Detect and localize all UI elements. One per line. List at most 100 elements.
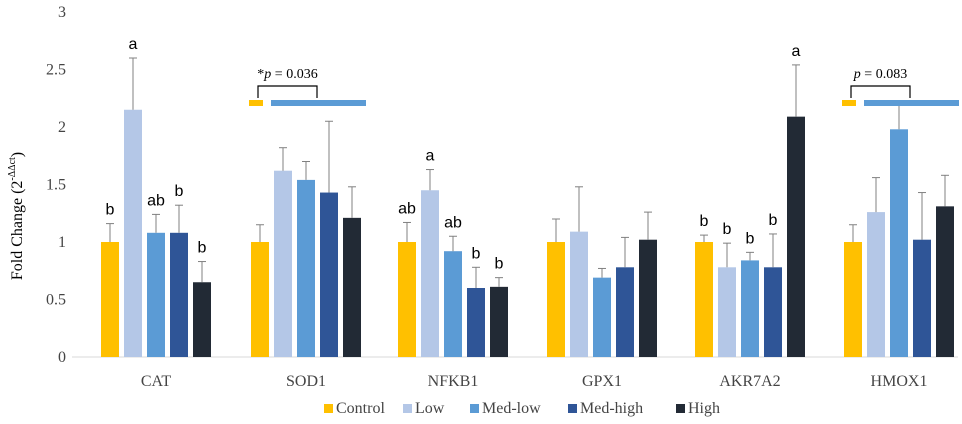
bar	[639, 239, 657, 357]
category-label: SOD1	[286, 373, 326, 390]
bar	[787, 116, 805, 358]
significance-letter: b	[106, 202, 115, 219]
y-tick-label: 1	[58, 234, 66, 251]
y-tick-label: 0	[58, 349, 66, 366]
category-label: GPX1	[582, 373, 622, 390]
bracket	[257, 85, 318, 98]
bar	[718, 267, 736, 357]
bar	[593, 277, 611, 357]
treatment-group-marker	[271, 100, 366, 106]
bar	[867, 212, 885, 357]
category-group-sod1: SOD1	[251, 120, 361, 390]
bar	[421, 190, 439, 357]
legend-label: Med-low	[482, 400, 541, 417]
y-tick-label: 3	[58, 4, 66, 21]
bar	[570, 231, 588, 357]
category-group-hmox1: HMOX1	[844, 102, 954, 390]
y-axis-label-main: Fold Change (2	[9, 181, 26, 281]
legend-swatch	[676, 404, 685, 413]
p-value-text: = 0.036	[271, 67, 317, 82]
bar	[695, 242, 713, 357]
category-label: CAT	[141, 373, 171, 390]
y-tick-label: 1.5	[46, 177, 66, 194]
bar	[764, 267, 782, 357]
y-tick-label: 2.5	[46, 62, 66, 79]
bar	[890, 129, 908, 357]
y-axis-ticks: 0 0.5 1 1.5 2 2.5 3	[46, 4, 66, 366]
bar	[398, 242, 416, 357]
significance-letter: a	[129, 36, 138, 53]
bar	[274, 170, 292, 357]
category-label: NFKB1	[428, 373, 479, 390]
bar	[616, 267, 634, 357]
bar	[251, 242, 269, 357]
legend-item-control: Control	[324, 400, 385, 417]
bar	[547, 242, 565, 357]
legend-item-med-low: Med-low	[470, 400, 541, 417]
legend-swatch	[470, 404, 479, 413]
legend-swatch	[403, 404, 412, 413]
bar	[147, 232, 165, 357]
bracket	[850, 85, 911, 98]
significance-letter: b	[495, 256, 504, 273]
significance-letter: b	[472, 245, 481, 262]
control-group-marker	[842, 100, 856, 106]
bar	[936, 206, 954, 357]
p-value-text: = 0.083	[861, 67, 907, 82]
bar	[124, 109, 142, 357]
y-axis-label-superscript: -ΔΔct	[7, 157, 18, 181]
bar	[444, 251, 462, 357]
p-value-label: *p = 0.036	[257, 67, 317, 82]
bar	[101, 242, 119, 357]
bar	[170, 232, 188, 357]
bar	[741, 260, 759, 357]
p-value-symbol: p	[263, 67, 271, 82]
bar	[193, 282, 211, 357]
significance-letter: b	[746, 230, 755, 247]
category-label: HMOX1	[871, 373, 928, 390]
legend-label: High	[688, 400, 720, 417]
legend-swatch	[324, 404, 333, 413]
bar	[913, 239, 931, 357]
legend-label: Med-high	[580, 400, 643, 417]
legend: Control Low Med-low Med-high High	[324, 400, 720, 417]
p-value-label: p = 0.083	[853, 67, 907, 82]
significance-letter: a	[426, 148, 435, 165]
y-axis-label: Fold Change (2-ΔΔct)	[7, 152, 26, 280]
significance-annotations: *p = 0.036 p = 0.083	[249, 67, 959, 106]
legend-swatch	[568, 404, 577, 413]
significance-letter: a	[792, 43, 801, 60]
bar	[343, 217, 361, 357]
y-tick-label: 2	[58, 119, 66, 136]
legend-item-high: High	[676, 400, 720, 417]
category-label: AKR7A2	[719, 373, 780, 390]
bar	[467, 288, 485, 357]
significance-letter: b	[198, 240, 207, 257]
significance-letter: ab	[147, 192, 165, 209]
legend-item-med-high: Med-high	[568, 400, 643, 417]
control-group-marker	[249, 100, 263, 106]
significance-letter: ab	[444, 214, 462, 231]
y-axis-label-close: )	[9, 152, 26, 157]
p-value-annotation: *p = 0.036	[249, 67, 366, 106]
significance-letter: b	[175, 183, 184, 200]
category-group-gpx1: GPX1	[547, 186, 657, 390]
p-value-star: *	[257, 67, 264, 82]
legend-label: Control	[336, 400, 385, 417]
legend-label: Low	[415, 400, 445, 417]
bar	[844, 242, 862, 357]
significance-letter: b	[700, 213, 709, 230]
p-value-annotation: p = 0.083	[842, 67, 959, 106]
significance-letter: ab	[398, 200, 416, 217]
y-tick-label: 0.5	[46, 292, 66, 309]
bar	[320, 192, 338, 357]
bar	[490, 286, 508, 357]
significance-letter: b	[769, 212, 778, 229]
significance-letter: b	[723, 221, 732, 238]
bar	[297, 179, 315, 357]
p-value-symbol: p	[853, 67, 861, 82]
